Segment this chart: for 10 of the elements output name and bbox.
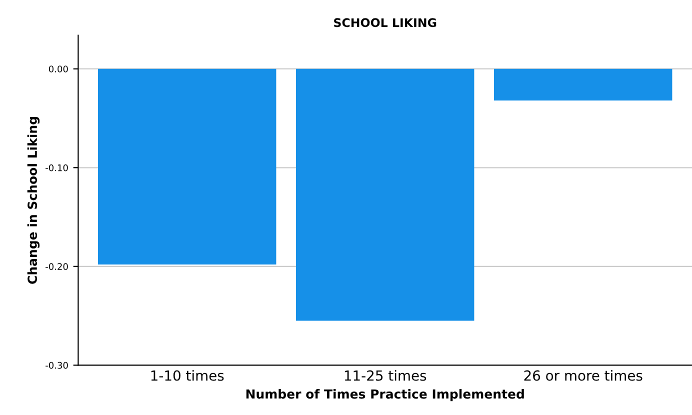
x-tick-label: 11-25 times — [344, 370, 426, 381]
y-tick-label: -0.10 — [46, 164, 68, 172]
y-tick-label: -0.30 — [46, 362, 68, 369]
y-tick-label: -0.20 — [46, 263, 68, 270]
x-tick-label: 26 or more times — [524, 370, 642, 381]
y-tick-label: 0.00 — [48, 66, 68, 72]
chart-title: SCHOOL LIKING — [334, 18, 436, 28]
x-tick-label: 1-10 times — [151, 370, 224, 381]
y-axis-title: Change in School Liking — [27, 117, 40, 284]
x-axis-title: Number of Times Practice Implemented — [246, 389, 524, 402]
